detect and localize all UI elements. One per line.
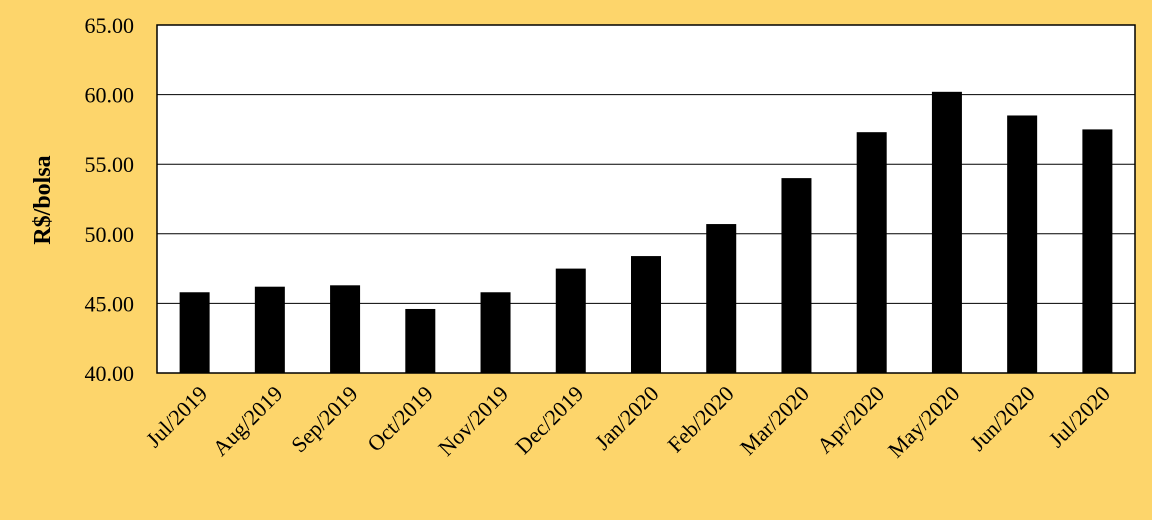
bar-jul-2020 [1082, 129, 1113, 373]
bar-dec-2019 [555, 268, 586, 373]
bar-aug-2019 [254, 286, 285, 373]
bar-mar-2020 [781, 178, 812, 373]
y-tick-label: 60.00 [85, 83, 135, 108]
bar-nov-2019 [480, 292, 511, 373]
bar-apr-2020 [856, 132, 887, 373]
bar-may-2020 [931, 91, 962, 373]
y-tick-label: 40.00 [85, 361, 135, 386]
y-tick-label: 55.00 [85, 152, 135, 177]
bar-jul-2019 [179, 292, 210, 373]
bars [179, 91, 1113, 373]
y-axis-label: R$/bolsa [30, 155, 56, 244]
bar-oct-2019 [405, 308, 436, 373]
bar-feb-2020 [706, 224, 737, 373]
bar-jan-2020 [631, 256, 661, 373]
y-tick-label: 65.00 [85, 13, 135, 38]
bar-sep-2019 [330, 285, 361, 373]
y-tick-label: 50.00 [85, 222, 135, 247]
y-tick-label: 45.00 [85, 291, 135, 316]
y-axis-tick-labels: 40.00 45.00 50.00 55.00 60.00 65.00 [85, 13, 135, 386]
plot-border [156, 24, 1136, 374]
bar-jun-2020 [1007, 115, 1038, 373]
